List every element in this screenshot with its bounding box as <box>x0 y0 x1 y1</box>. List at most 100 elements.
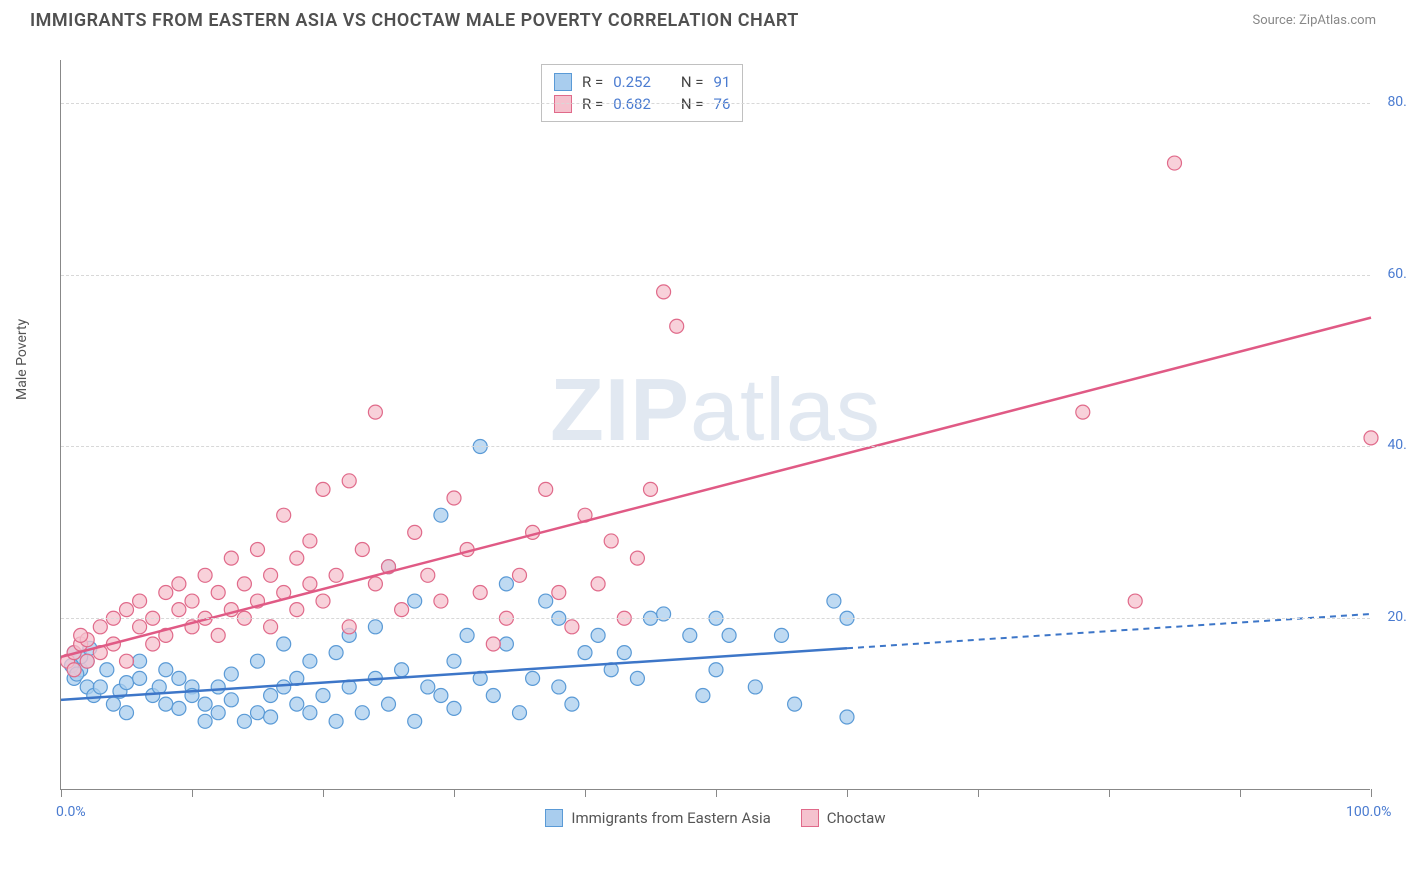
data-point <box>499 577 513 591</box>
data-point <box>100 663 114 677</box>
data-point <box>264 568 278 582</box>
data-point <box>421 680 435 694</box>
data-point <box>159 663 173 677</box>
data-point <box>290 697 304 711</box>
x-tick <box>716 789 717 797</box>
data-point <box>277 637 291 651</box>
y-tick-label: 60.0% <box>1387 266 1406 282</box>
x-tick <box>323 789 324 797</box>
data-point <box>67 663 81 677</box>
x-tick <box>978 789 979 797</box>
data-point <box>1076 405 1090 419</box>
data-point <box>133 594 147 608</box>
data-point <box>368 577 382 591</box>
data-point <box>1128 594 1142 608</box>
data-point <box>133 671 147 685</box>
data-point <box>303 706 317 720</box>
data-point <box>342 474 356 488</box>
data-point <box>840 710 854 724</box>
chart-title: IMMIGRANTS FROM EASTERN ASIA VS CHOCTAW … <box>30 10 799 31</box>
data-point <box>421 568 435 582</box>
data-point <box>552 585 566 599</box>
data-point <box>237 577 251 591</box>
data-point <box>251 543 265 557</box>
data-point <box>355 543 369 557</box>
grid-line <box>61 446 1370 447</box>
swatch-pink-icon <box>801 809 819 827</box>
data-point <box>630 671 644 685</box>
data-point <box>355 706 369 720</box>
data-point <box>106 697 120 711</box>
data-point <box>329 714 343 728</box>
data-point <box>211 680 225 694</box>
x-tick <box>61 789 62 797</box>
data-point <box>460 628 474 642</box>
data-point <box>368 405 382 419</box>
data-point <box>630 551 644 565</box>
data-point <box>303 577 317 591</box>
data-point <box>264 620 278 634</box>
data-point <box>670 319 684 333</box>
data-point <box>159 585 173 599</box>
data-point <box>709 663 723 677</box>
data-point <box>591 628 605 642</box>
x-tick <box>454 789 455 797</box>
data-point <box>788 697 802 711</box>
data-point <box>211 628 225 642</box>
data-point <box>172 671 186 685</box>
data-point <box>80 654 94 668</box>
grid-line <box>61 618 1370 619</box>
data-point <box>224 667 238 681</box>
data-point <box>316 482 330 496</box>
data-point <box>657 285 671 299</box>
data-point <box>552 680 566 694</box>
data-point <box>224 551 238 565</box>
data-point <box>565 620 579 634</box>
data-point <box>395 663 409 677</box>
scatter-plot-svg <box>61 60 1370 789</box>
data-point <box>565 697 579 711</box>
data-point <box>290 603 304 617</box>
data-point <box>185 594 199 608</box>
data-point <box>447 701 461 715</box>
data-point <box>368 620 382 634</box>
data-point <box>513 706 527 720</box>
data-point <box>539 482 553 496</box>
data-point <box>604 534 618 548</box>
data-point <box>382 697 396 711</box>
data-point <box>303 534 317 548</box>
legend-label-1: Immigrants from Eastern Asia <box>571 809 770 827</box>
data-point <box>617 646 631 660</box>
data-point <box>172 603 186 617</box>
data-point <box>499 637 513 651</box>
data-point <box>133 654 147 668</box>
data-point <box>722 628 736 642</box>
data-point <box>211 585 225 599</box>
legend-item-series1: Immigrants from Eastern Asia <box>545 809 770 827</box>
data-point <box>251 706 265 720</box>
y-tick-label: 40.0% <box>1387 437 1406 453</box>
data-point <box>133 620 147 634</box>
x-tick-label: 0.0% <box>56 804 86 820</box>
y-tick-label: 20.0% <box>1387 609 1406 625</box>
x-tick <box>1371 789 1372 797</box>
data-point <box>775 628 789 642</box>
data-point <box>211 706 225 720</box>
data-point <box>146 637 160 651</box>
grid-line <box>61 103 1370 104</box>
data-point <box>539 594 553 608</box>
data-point <box>1168 156 1182 170</box>
data-point <box>120 654 134 668</box>
data-point <box>696 689 710 703</box>
data-point <box>198 568 212 582</box>
data-point <box>644 482 658 496</box>
data-point <box>486 637 500 651</box>
data-point <box>120 706 134 720</box>
data-point <box>172 577 186 591</box>
data-point <box>486 689 500 703</box>
data-point <box>408 594 422 608</box>
data-point <box>526 671 540 685</box>
data-point <box>827 594 841 608</box>
data-point <box>434 508 448 522</box>
data-point <box>74 628 88 642</box>
